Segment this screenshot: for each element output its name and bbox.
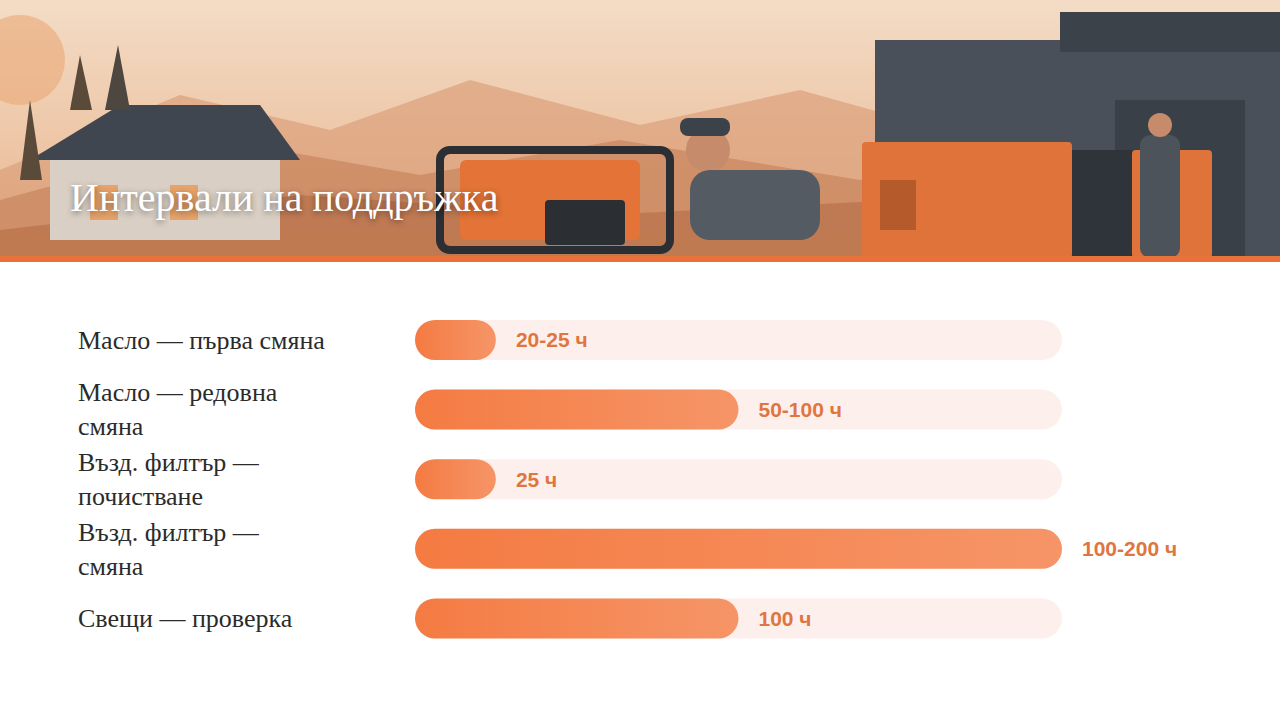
- svg-text:20-25 ч: 20-25 ч: [516, 328, 588, 351]
- svg-text:Масло — редовнасмяна: Масло — редовнасмяна: [78, 378, 278, 441]
- svg-text:Възд. филтър —смяна: Възд. филтър —смяна: [78, 517, 260, 580]
- svg-text:25 ч: 25 ч: [516, 468, 557, 491]
- svg-text:50-100 ч: 50-100 ч: [759, 398, 842, 421]
- svg-text:100 ч: 100 ч: [759, 607, 812, 630]
- svg-text:Интервали на поддръжка: Интервали на поддръжка: [70, 175, 499, 220]
- svg-text:Масло — първа смяна: Масло — първа смяна: [78, 325, 325, 354]
- svg-text:Свещи — проверка: Свещи — проверка: [78, 604, 293, 633]
- svg-text:100-200 ч: 100-200 ч: [1082, 537, 1177, 560]
- svg-text:Възд. филтър —почистване: Възд. филтър —почистване: [78, 448, 260, 511]
